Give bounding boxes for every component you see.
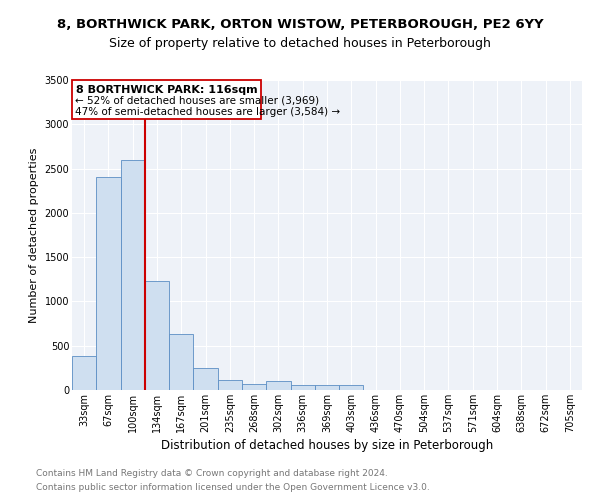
Bar: [145, 281, 169, 390]
X-axis label: Distribution of detached houses by size in Peterborough: Distribution of detached houses by size …: [161, 439, 493, 452]
Bar: [96, 178, 121, 390]
Bar: [121, 160, 145, 390]
Bar: [290, 384, 315, 390]
Text: ← 52% of detached houses are smaller (3,969): ← 52% of detached houses are smaller (3,…: [76, 96, 320, 106]
Bar: [72, 356, 96, 390]
Bar: [242, 384, 266, 390]
Text: 8 BORTHWICK PARK: 116sqm: 8 BORTHWICK PARK: 116sqm: [76, 85, 258, 95]
Bar: [218, 380, 242, 390]
Text: 47% of semi-detached houses are larger (3,584) →: 47% of semi-detached houses are larger (…: [76, 108, 341, 118]
Bar: [169, 334, 193, 390]
FancyBboxPatch shape: [73, 80, 262, 119]
Text: Size of property relative to detached houses in Peterborough: Size of property relative to detached ho…: [109, 38, 491, 51]
Bar: [315, 385, 339, 390]
Text: Contains HM Land Registry data © Crown copyright and database right 2024.: Contains HM Land Registry data © Crown c…: [36, 468, 388, 477]
Bar: [266, 381, 290, 390]
Bar: [339, 384, 364, 390]
Bar: [193, 368, 218, 390]
Y-axis label: Number of detached properties: Number of detached properties: [29, 148, 39, 322]
Text: 8, BORTHWICK PARK, ORTON WISTOW, PETERBOROUGH, PE2 6YY: 8, BORTHWICK PARK, ORTON WISTOW, PETERBO…: [56, 18, 544, 30]
Text: Contains public sector information licensed under the Open Government Licence v3: Contains public sector information licen…: [36, 484, 430, 492]
